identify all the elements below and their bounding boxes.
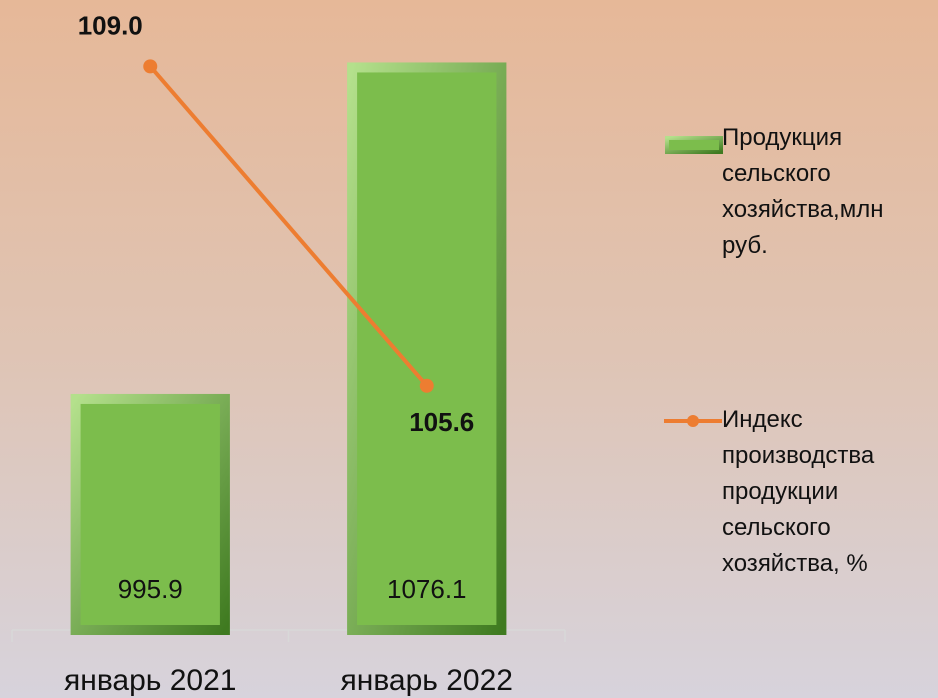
- bar-value-label: 1076.1: [387, 574, 467, 604]
- bar: [347, 62, 507, 636]
- legend-marker: [687, 415, 699, 427]
- bar: [70, 393, 230, 635]
- line-point: [419, 378, 434, 393]
- bar-value-label: 995.9: [118, 574, 183, 604]
- x-tick-label: январь 2021: [64, 664, 237, 697]
- line-value-label: 105.6: [409, 407, 474, 437]
- line-point: [143, 59, 158, 74]
- line-value-label: 109.0: [78, 10, 143, 40]
- line: [148, 65, 429, 388]
- legend-entry: Продукция сельского хозяйства,млн руб.: [722, 124, 884, 259]
- x-tick-label: январь 2022: [341, 664, 514, 697]
- legend-entry: Индекс производства продукции сельского …: [722, 406, 875, 577]
- legend-swatch: [665, 136, 723, 154]
